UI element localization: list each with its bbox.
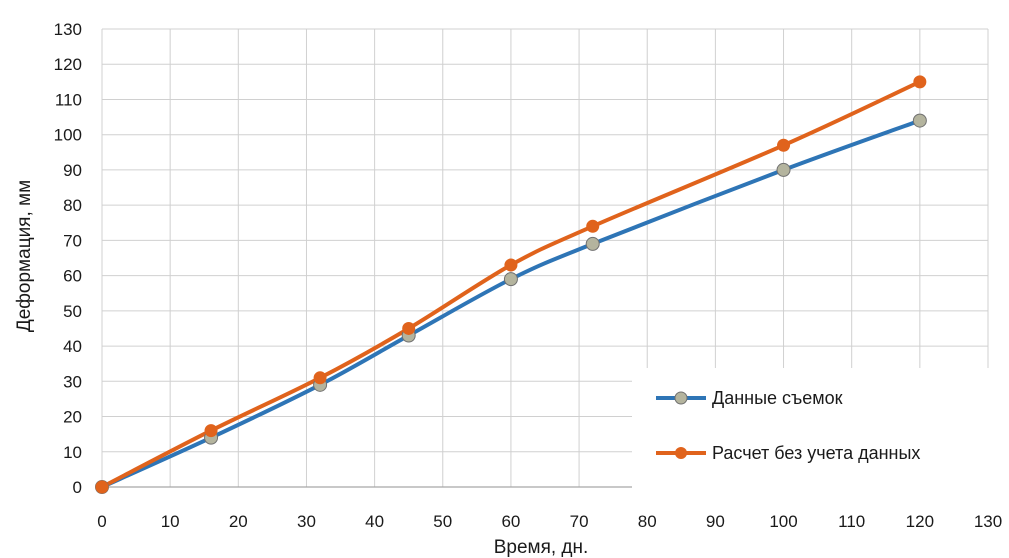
x-tick-label: 130 bbox=[974, 512, 1002, 531]
y-tick-label: 80 bbox=[63, 196, 82, 215]
x-tick-label: 70 bbox=[570, 512, 589, 531]
data-point-s1 bbox=[313, 371, 327, 385]
x-tick-label: 30 bbox=[297, 512, 316, 531]
y-tick-label: 60 bbox=[63, 267, 82, 286]
y-tick-label: 90 bbox=[63, 161, 82, 180]
data-point-s1 bbox=[204, 424, 218, 438]
x-tick-label: 20 bbox=[229, 512, 248, 531]
x-tick-label: 10 bbox=[161, 512, 180, 531]
data-point-s1 bbox=[777, 138, 791, 152]
x-tick-label: 40 bbox=[365, 512, 384, 531]
legend-label-1: Расчет без учета данных bbox=[712, 443, 920, 463]
y-tick-label: 130 bbox=[54, 20, 82, 39]
y-tick-label: 100 bbox=[54, 126, 82, 145]
y-tick-label: 120 bbox=[54, 55, 82, 74]
y-tick-label: 30 bbox=[63, 372, 82, 391]
x-tick-label: 100 bbox=[769, 512, 797, 531]
data-point-s1 bbox=[504, 258, 518, 272]
x-tick-label: 0 bbox=[97, 512, 106, 531]
legend-swatch-marker-1 bbox=[675, 447, 687, 459]
data-point-s0 bbox=[776, 162, 791, 177]
data-point-s0 bbox=[503, 272, 518, 287]
legend-box bbox=[632, 368, 998, 488]
y-tick-label: 10 bbox=[63, 443, 82, 462]
x-tick-label: 60 bbox=[501, 512, 520, 531]
x-tick-label: 80 bbox=[638, 512, 657, 531]
data-point-s0 bbox=[585, 236, 600, 251]
y-tick-label: 110 bbox=[55, 90, 82, 109]
series-group bbox=[95, 75, 927, 494]
y-tick-label: 0 bbox=[73, 478, 82, 497]
x-tick-label: 110 bbox=[838, 512, 865, 531]
data-point-s1 bbox=[586, 219, 600, 233]
legend-label-0: Данные съемок bbox=[712, 388, 843, 408]
axes: 0 10 20 30 40 50 60 70 80 90 100 110 120 130 0 10 20 30 40… bbox=[54, 20, 1003, 531]
y-tick-label: 40 bbox=[63, 337, 82, 356]
data-point-s0 bbox=[912, 113, 927, 128]
y-tick-label: 20 bbox=[63, 408, 82, 427]
x-tick-label: 120 bbox=[906, 512, 934, 531]
legend: Данные съемок Расчет без учета данных bbox=[632, 368, 998, 488]
legend-swatch-marker-0 bbox=[674, 391, 688, 405]
x-tick-label: 90 bbox=[706, 512, 725, 531]
x-axis-title: Время, дн. bbox=[494, 537, 589, 558]
data-point-s1 bbox=[402, 321, 416, 335]
y-tick-label: 50 bbox=[63, 302, 82, 321]
y-tick-label: 70 bbox=[63, 231, 82, 250]
y-axis-title: Деформация, мм bbox=[14, 180, 35, 332]
x-tick-label: 50 bbox=[433, 512, 452, 531]
data-point-s1 bbox=[95, 480, 109, 494]
data-point-s1 bbox=[913, 75, 927, 89]
